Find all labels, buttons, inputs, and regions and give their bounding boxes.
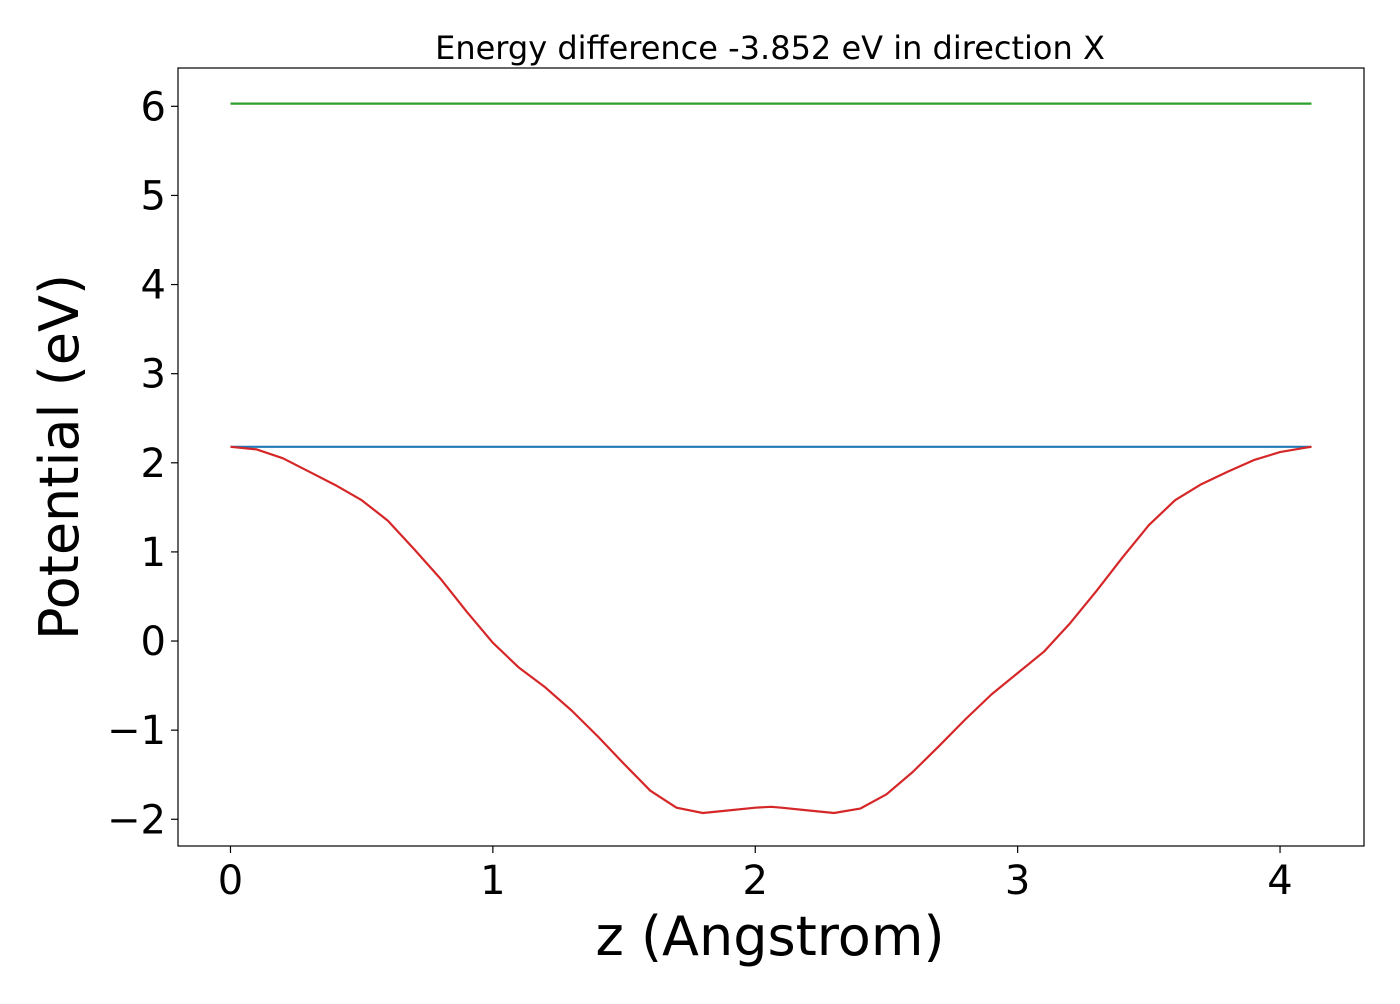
x-tick-label: 4 bbox=[1267, 858, 1292, 904]
x-tick-label: 0 bbox=[218, 858, 243, 904]
y-tick-label: 5 bbox=[141, 173, 166, 219]
series-line-3 bbox=[230, 445, 1312, 815]
y-tick-label: −2 bbox=[107, 797, 166, 843]
y-tick-label: 3 bbox=[141, 352, 166, 398]
y-tick-label: 2 bbox=[141, 441, 166, 487]
x-tick-label: 3 bbox=[1005, 858, 1030, 904]
y-tick-label: 6 bbox=[141, 84, 166, 130]
x-tick-label: 1 bbox=[480, 858, 505, 904]
y-tick-label: 1 bbox=[141, 530, 166, 576]
chart-title: Energy difference -3.852 eV in direction… bbox=[435, 29, 1105, 67]
y-tick-label: 0 bbox=[141, 619, 166, 665]
axes-frame bbox=[177, 67, 1365, 847]
y-axis-ticks: −2 −1 0 1 2 3 4 5 6 bbox=[107, 84, 178, 843]
x-axis-ticks: 0 1 2 3 4 bbox=[218, 846, 1293, 904]
y-tick-label: −1 bbox=[107, 708, 166, 754]
x-axis-label: z (Angstrom) bbox=[595, 905, 944, 968]
x-tick-label: 2 bbox=[743, 858, 768, 904]
y-axis-label: Potential (eV) bbox=[28, 274, 91, 640]
plot-area bbox=[230, 102, 1312, 815]
y-tick-label: 4 bbox=[141, 263, 166, 309]
